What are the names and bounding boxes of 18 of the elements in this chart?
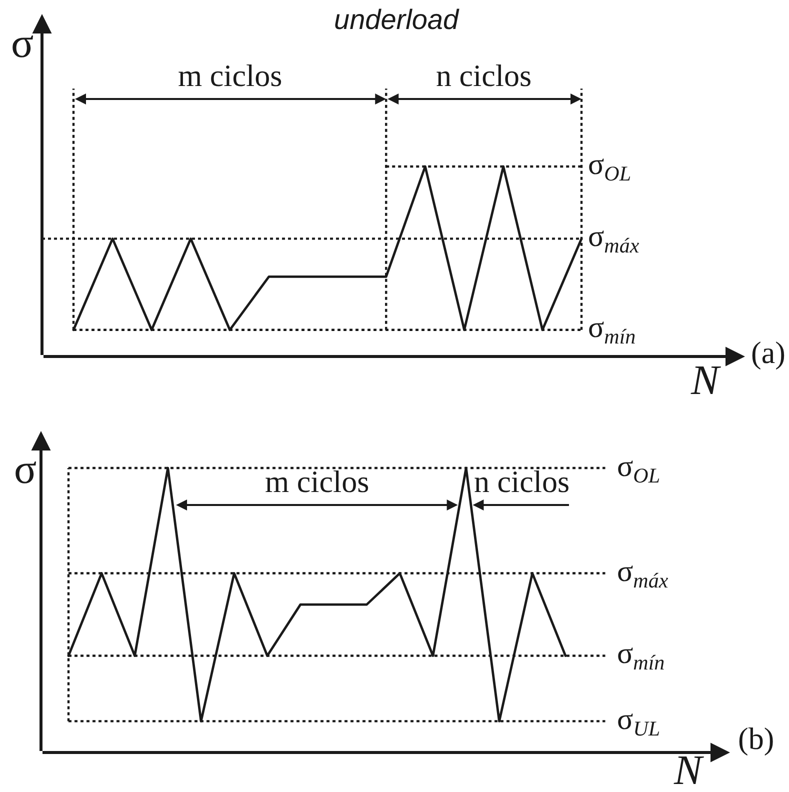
y-axis-title: σ [11, 21, 34, 67]
text: m ciclos [178, 58, 282, 93]
y-axis-title: σ [14, 447, 37, 493]
annotation: m ciclos [265, 464, 370, 499]
text: (b) [738, 721, 774, 756]
ref-line-label: σ$_{máx}$ [617, 555, 669, 592]
x-axis-title: N [690, 358, 721, 404]
ref-line-label: σ$_{mín}$ [617, 637, 665, 674]
chart-title: underload [334, 4, 460, 35]
x-axis-title: N [673, 748, 704, 792]
text: (a) [751, 335, 786, 370]
annotation: n ciclos [474, 464, 570, 499]
ref-line-label: σ$_{mín}$ [588, 311, 636, 348]
text: n ciclos [436, 58, 532, 93]
ref-line-label: σ$_{OL}$ [588, 148, 632, 186]
ref-line-label: σ$_{máx}$ [588, 220, 640, 258]
ref-line-label: σ$_{OL}$ [617, 450, 660, 488]
ref-line-label: σ$_{UL}$ [617, 703, 660, 740]
